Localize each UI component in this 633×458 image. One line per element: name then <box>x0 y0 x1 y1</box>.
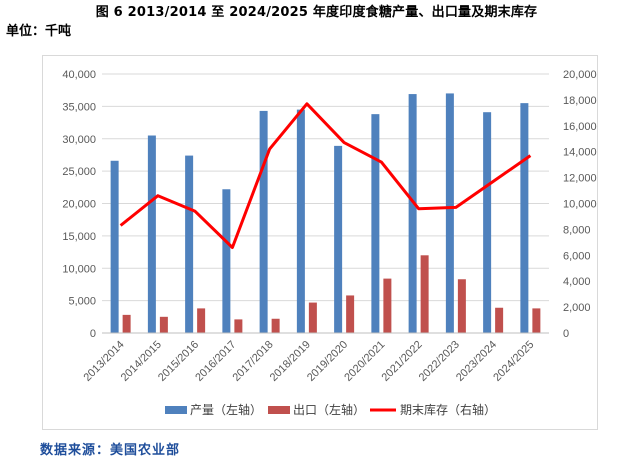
export-bar <box>234 319 243 333</box>
y-right-tick-label: 6,000 <box>563 250 591 262</box>
export-bar <box>457 279 466 333</box>
export-bar <box>159 316 168 333</box>
export-bar <box>383 278 392 333</box>
export-bar <box>308 302 317 333</box>
y-right-tick-label: 18,000 <box>563 95 597 107</box>
figure-title: 图 6 2013/2014 至 2024/2025 年度印度食糖产量、出口量及期… <box>95 5 538 20</box>
production-bar <box>222 189 231 333</box>
y-right-tick-label: 2,000 <box>563 302 591 314</box>
unit-label: 单位：千吨 <box>6 24 72 39</box>
production-bar <box>185 155 194 333</box>
legend-label-production: 产量（左轴） <box>190 402 262 417</box>
y-left-tick-label: 40,000 <box>62 69 96 81</box>
y-right-tick-label: 4,000 <box>563 276 591 288</box>
export-bar <box>346 295 355 333</box>
production-bar <box>147 135 156 333</box>
stock-line <box>119 102 532 249</box>
production-bar <box>371 114 380 334</box>
y-left-tick-label: 25,000 <box>62 166 96 178</box>
production-bar <box>296 109 305 333</box>
legend-label-export: 出口（左轴） <box>293 402 365 417</box>
y-right-tick-label: 16,000 <box>563 121 597 133</box>
y-left-tick-label: 15,000 <box>62 231 96 243</box>
legend-label-stock: 期末库存（右轴） <box>400 402 496 417</box>
export-bar <box>197 308 206 333</box>
y-right-tick-label: 12,000 <box>563 173 597 185</box>
export-bar <box>420 255 429 333</box>
y-right-tick-label: 20,000 <box>563 69 597 81</box>
export-bar <box>495 307 504 333</box>
y-left-tick-label: 20,000 <box>62 199 96 211</box>
export-bar <box>122 314 131 333</box>
y-right-tick-label: 8,000 <box>563 224 591 236</box>
legend-swatch-export <box>268 406 290 414</box>
export-bar <box>532 308 541 333</box>
legend-swatch-production <box>165 406 187 414</box>
production-bar <box>520 103 529 333</box>
y-left-tick-label: 35,000 <box>62 101 96 113</box>
x-tick-label: 2024/2025 <box>491 339 536 384</box>
data-source: 数据来源：美国农业部 <box>40 443 181 458</box>
production-bar <box>110 160 119 333</box>
production-bar <box>259 110 268 333</box>
y-left-tick-label: 10,000 <box>62 263 96 275</box>
y-left-tick-label: 0 <box>90 328 96 340</box>
production-bar <box>334 145 343 333</box>
production-bar <box>408 94 417 333</box>
production-bar <box>445 93 454 333</box>
export-bar <box>271 318 280 333</box>
y-left-tick-label: 30,000 <box>62 134 96 146</box>
production-bar <box>483 112 492 333</box>
y-right-tick-label: 14,000 <box>563 147 597 159</box>
y-right-tick-label: 0 <box>563 328 569 340</box>
y-right-tick-label: 10,000 <box>563 199 597 211</box>
y-left-tick-label: 5,000 <box>68 296 96 308</box>
